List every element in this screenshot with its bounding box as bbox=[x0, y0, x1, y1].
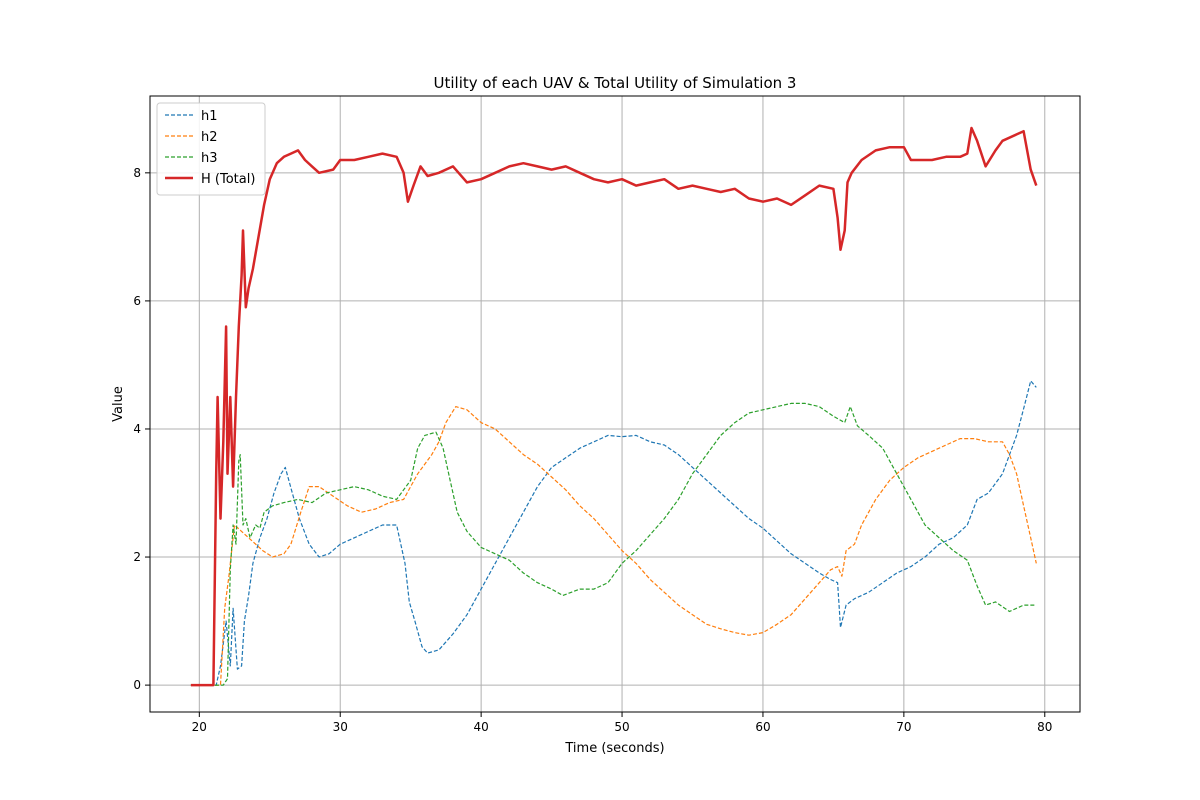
series-line-h-total bbox=[190, 126, 1038, 687]
x-axis-title: Time (seconds) bbox=[564, 741, 664, 756]
legend-box bbox=[156, 102, 266, 196]
chart-title: Utility of each UAV & Total Utility of S… bbox=[434, 74, 797, 92]
x-tick-label: 40 bbox=[473, 720, 488, 734]
y-axis-title: Value bbox=[111, 386, 126, 422]
legend: h1 h2 h3 H (Total) bbox=[156, 102, 266, 196]
y-tick-label: 8 bbox=[133, 166, 141, 180]
axes-frame bbox=[149, 95, 1081, 713]
x-tick-label: 50 bbox=[614, 720, 629, 734]
grid-layer bbox=[150, 96, 1080, 712]
series-layer bbox=[190, 126, 1038, 687]
legend-label: h2 bbox=[201, 130, 218, 145]
x-tick-label: 20 bbox=[192, 720, 207, 734]
y-tick-label: 0 bbox=[133, 678, 141, 692]
tick-layer: 20 30 40 50 60 70 80 0 2 4 6 8 bbox=[133, 166, 1052, 734]
y-tick-label: 6 bbox=[133, 294, 141, 308]
y-tick-label: 4 bbox=[133, 422, 141, 436]
x-tick-label: 80 bbox=[1037, 720, 1052, 734]
legend-label: h1 bbox=[201, 109, 218, 124]
x-tick-label: 60 bbox=[755, 720, 770, 734]
legend-label: h3 bbox=[201, 151, 218, 166]
x-tick-label: 70 bbox=[896, 720, 911, 734]
y-tick-label: 2 bbox=[133, 550, 141, 564]
x-tick-label: 30 bbox=[333, 720, 348, 734]
legend-label: H (Total) bbox=[201, 172, 255, 187]
series-line-h1 bbox=[190, 380, 1037, 686]
series-line-h2 bbox=[190, 406, 1037, 686]
